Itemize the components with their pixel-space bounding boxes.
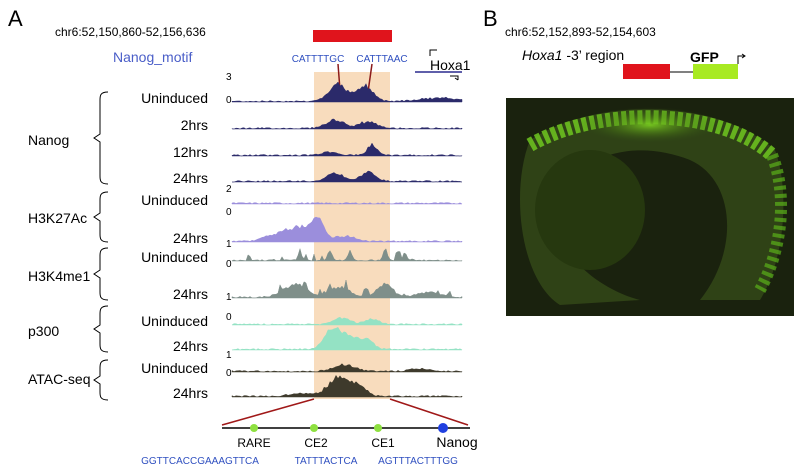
zoom-line	[221, 398, 315, 426]
region-suffix: -3’ region	[562, 47, 624, 63]
promoter-arrow	[737, 53, 746, 64]
signal-track	[231, 118, 463, 130]
track-label: 24hrs	[173, 338, 208, 354]
group-label: H3K27Ac	[28, 210, 87, 226]
group-brace	[93, 247, 109, 301]
motif-label: Nanog_motif	[113, 49, 192, 65]
scale-max: 1	[226, 350, 232, 361]
signal-track	[231, 363, 463, 373]
track-label: Uninduced	[141, 192, 208, 208]
scale-max: 2	[226, 184, 232, 195]
yolk	[535, 150, 645, 270]
track-label: Uninduced	[141, 249, 208, 265]
group-label: ATAC-seq	[28, 371, 91, 387]
signal-track	[231, 202, 463, 205]
track-label: 24hrs	[173, 385, 208, 401]
scale-min: 0	[226, 368, 232, 379]
scale-min: 0	[226, 95, 232, 106]
track-label: Uninduced	[141, 90, 208, 106]
gfp-signal	[754, 152, 788, 293]
group-label: H3K4me1	[28, 268, 90, 284]
element-dot	[310, 424, 318, 432]
construct-element	[623, 64, 670, 79]
element-sequence: AGTTTACTTTGG	[378, 456, 458, 465]
scale-max: 1	[226, 239, 232, 250]
element-dot	[438, 423, 448, 433]
signal-track	[231, 374, 463, 398]
scale-min: 0	[226, 312, 232, 323]
signal-track	[231, 316, 463, 326]
gfp-glow	[580, 107, 720, 143]
tracks: Nanog 3 0 Uninduced 2hrs 12hrs 24hrs H3K27Ac 2 0 U…	[28, 72, 463, 401]
motif-pointer	[367, 63, 373, 93]
group-brace	[93, 191, 109, 243]
region-bar	[313, 30, 392, 42]
signal-track	[231, 247, 463, 262]
signal-track	[231, 279, 463, 299]
element-name: CE1	[371, 436, 395, 450]
motif: CATTTTGC	[292, 54, 345, 65]
scale-min: 0	[226, 207, 232, 218]
signal-track	[232, 170, 463, 183]
gene-arrow	[450, 75, 459, 81]
reporter-box	[693, 64, 738, 79]
zoom-line	[389, 398, 469, 426]
element-name: CE2	[304, 436, 328, 450]
element-dot	[374, 424, 382, 432]
signal-track	[231, 216, 463, 243]
region-gene: Hoxa1	[522, 47, 562, 63]
group-brace	[93, 359, 109, 401]
coordinates: chr6:52,150,860-52,156,636	[55, 25, 206, 39]
region-label: Hoxa1 -3’ region	[522, 47, 624, 63]
scale-max: 1	[226, 292, 232, 303]
element-name: RARE	[237, 436, 270, 450]
track-label: 24hrs	[173, 170, 208, 186]
track-label: 24hrs	[173, 230, 208, 246]
scale-max: 3	[226, 72, 232, 83]
embryo-image	[506, 98, 794, 316]
group-brace	[93, 305, 109, 353]
signal-track	[231, 326, 463, 351]
track-label: 24hrs	[173, 286, 208, 302]
motif: CATTTAAC	[356, 54, 407, 65]
track-label: Uninduced	[141, 360, 208, 376]
reporter-label: GFP	[690, 49, 719, 65]
panel-label: B	[483, 6, 498, 31]
group-brace	[93, 91, 109, 185]
gene-arrow	[429, 49, 437, 56]
group-label: p300	[28, 323, 59, 339]
element-name: Nanog	[436, 434, 477, 450]
element-dot	[250, 424, 258, 432]
element-sequence: GGTTCACCGAAAGTTCA	[141, 456, 259, 465]
panel-label: A	[8, 6, 23, 31]
signal-track	[231, 81, 463, 103]
scale-min: 0	[226, 259, 232, 270]
track-label: Uninduced	[141, 313, 208, 329]
gene-label: Hoxa1	[430, 57, 471, 73]
group-label: Nanog	[28, 132, 69, 148]
element-sequence: TATTTACTCA	[295, 456, 358, 465]
track-label: 2hrs	[181, 117, 208, 133]
signal-track	[231, 142, 463, 157]
coordinates: chr6:52,152,893-52,154,603	[505, 25, 656, 39]
track-label: 12hrs	[173, 144, 208, 160]
